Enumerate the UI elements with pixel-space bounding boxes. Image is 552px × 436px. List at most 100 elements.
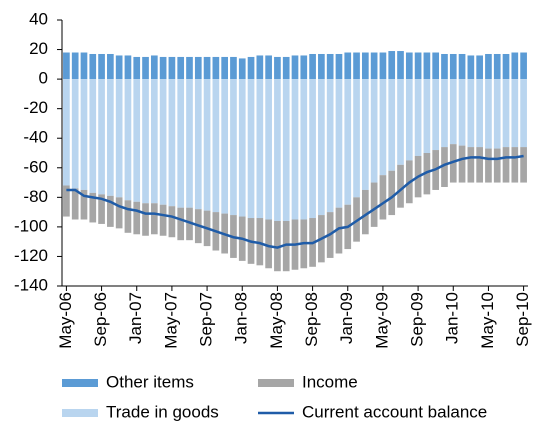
- bar: [80, 79, 88, 190]
- bar: [203, 56, 211, 80]
- y-tick-label: 40: [29, 9, 48, 28]
- bar: [150, 79, 158, 204]
- bar: [247, 56, 255, 80]
- x-tick-label: Sep-06: [91, 292, 110, 347]
- bar: [423, 52, 431, 80]
- bar: [432, 79, 440, 151]
- bar: [476, 55, 483, 80]
- bar: [177, 207, 185, 241]
- legend-swatch: [62, 379, 98, 387]
- bar: [194, 56, 202, 80]
- bar: [318, 53, 325, 80]
- bar: [344, 79, 352, 205]
- bar: [300, 79, 308, 220]
- bar: [63, 185, 70, 217]
- bar: [71, 188, 79, 220]
- bar: [142, 79, 149, 204]
- bar: [361, 189, 369, 235]
- x-tick-label: Sep-08: [302, 292, 321, 347]
- bar: [502, 53, 510, 80]
- bar: [212, 56, 220, 80]
- y-tick-label: -120: [14, 246, 48, 265]
- legend-swatch: [62, 409, 98, 417]
- legend-label: Other items: [106, 372, 194, 391]
- x-tick-label: May-07: [161, 292, 180, 349]
- bar: [221, 79, 229, 214]
- bar: [63, 79, 70, 186]
- bar: [80, 189, 88, 220]
- bar: [370, 79, 378, 183]
- bar: [335, 79, 343, 208]
- y-tick-label: -20: [23, 98, 48, 117]
- bar: [186, 79, 193, 208]
- bar: [309, 79, 316, 219]
- bar: [98, 194, 105, 224]
- bar: [98, 79, 105, 195]
- legend-label: Trade in goods: [106, 402, 219, 421]
- bar: [247, 79, 255, 219]
- bar: [493, 53, 501, 80]
- bar: [115, 55, 123, 80]
- x-tick-label: May-09: [372, 292, 391, 349]
- bar: [335, 207, 343, 254]
- bar: [168, 56, 176, 80]
- bar: [186, 56, 193, 80]
- bar: [520, 147, 527, 183]
- bar: [397, 164, 404, 208]
- bar: [142, 56, 149, 80]
- bar: [150, 203, 158, 235]
- bar: [282, 56, 290, 80]
- bar: [150, 55, 158, 80]
- bar: [476, 147, 483, 183]
- bar: [511, 79, 519, 148]
- bar: [405, 79, 413, 161]
- bar: [502, 147, 510, 183]
- bar: [511, 147, 519, 183]
- y-tick-label: 20: [29, 39, 48, 58]
- bar: [107, 195, 114, 227]
- bar: [432, 52, 440, 80]
- bar: [142, 203, 149, 236]
- bar: [186, 207, 193, 241]
- bar: [133, 201, 141, 235]
- bar: [335, 53, 343, 80]
- bar: [265, 219, 272, 269]
- bar: [159, 204, 167, 236]
- y-tick-label: -100: [14, 216, 48, 235]
- bar: [502, 79, 510, 148]
- bar: [238, 58, 246, 80]
- bar: [159, 56, 167, 80]
- bar: [177, 56, 185, 80]
- bar: [212, 79, 220, 213]
- bar: [485, 53, 492, 80]
- bar: [221, 56, 229, 80]
- legend-label: Income: [302, 372, 358, 391]
- x-tick-label: May-10: [478, 292, 497, 349]
- bar: [458, 145, 466, 183]
- x-tick-label: Sep-10: [513, 292, 532, 347]
- y-tick-label: -80: [23, 187, 48, 206]
- x-tick-label: Jan-07: [126, 292, 145, 344]
- bar: [449, 144, 457, 183]
- bar: [449, 79, 457, 145]
- bar: [230, 79, 237, 216]
- bar: [414, 79, 422, 156]
- bar: [423, 79, 431, 153]
- bar: [115, 197, 123, 229]
- bar: [318, 79, 325, 216]
- bar: [520, 79, 527, 148]
- y-tick-label: -140: [14, 275, 48, 294]
- bar: [405, 52, 413, 80]
- x-tick-label: Sep-07: [197, 292, 216, 347]
- bar: [265, 79, 272, 220]
- bar: [485, 148, 492, 183]
- bar: [256, 55, 264, 80]
- bar: [361, 79, 369, 190]
- bar: [379, 52, 387, 80]
- y-tick-label: 0: [39, 69, 48, 88]
- bar: [388, 51, 396, 80]
- bar: [370, 52, 378, 80]
- bar: [124, 79, 132, 201]
- bar: [203, 79, 211, 211]
